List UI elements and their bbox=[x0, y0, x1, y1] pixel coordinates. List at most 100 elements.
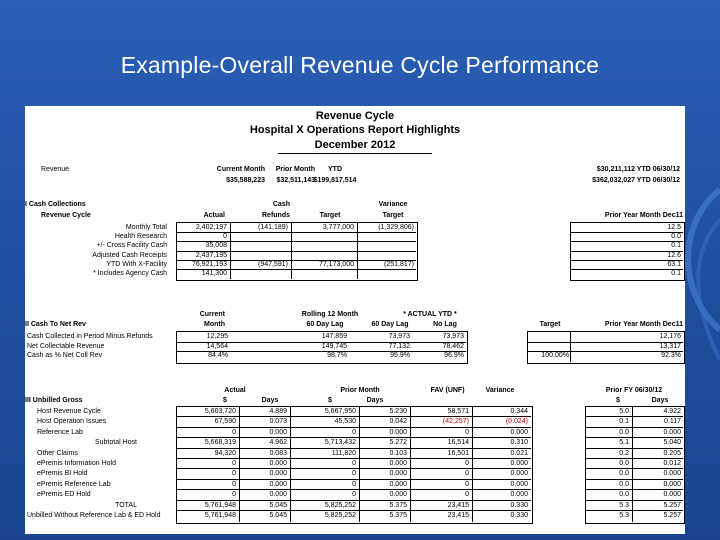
cash-row-prior: 0.0 bbox=[671, 233, 681, 241]
unbilled-row-fav: 0 bbox=[465, 460, 469, 467]
cash-net-row-nolag: 96.9% bbox=[444, 352, 464, 359]
unbilled-row-actual-amount: 5,761,948 bbox=[204, 501, 236, 509]
unbilled-row-divider bbox=[585, 478, 683, 480]
unbilled-row-actual-amount: 5,668,319 bbox=[204, 439, 236, 447]
unbilled-row-prior-amount: 5,825,252 bbox=[324, 501, 356, 509]
cash-net-head-actual-ytd: * ACTUAL YTD * bbox=[403, 311, 457, 318]
unbilled-head-fav: FAV (UNF) bbox=[430, 387, 465, 394]
cash-net-row-lag60b: 73,973 bbox=[388, 333, 410, 340]
cash-net-head-target: Target bbox=[539, 321, 561, 328]
unbilled-head-variance: Variance bbox=[485, 387, 515, 394]
cash-row-divider bbox=[176, 250, 416, 252]
unbilled-row-divider bbox=[585, 437, 683, 439]
unbilled-row-actual-amount: 0 bbox=[232, 428, 236, 436]
unbilled-row-divider bbox=[585, 447, 683, 449]
cash-net-head-lag60b: 60 Day Lag bbox=[371, 321, 409, 328]
cash-row-actual: 76,921,193 bbox=[191, 260, 227, 268]
unbilled-row-prior-days: 0.000 bbox=[389, 470, 407, 478]
unbilled-row-fav: 58,571 bbox=[447, 408, 469, 415]
unbilled-row-prior-days: 0.000 bbox=[389, 460, 407, 467]
cash-row-divider bbox=[570, 259, 683, 261]
unbilled-row-name: Subtotal Host bbox=[94, 439, 137, 447]
report-header-line-2: Hospital X Operations Report Highlights bbox=[249, 124, 461, 136]
cash-net-row-lag60a: 149,745 bbox=[321, 342, 347, 350]
cash-row-divider bbox=[570, 232, 683, 234]
cash-net-row-name: Net Collectable Revenue bbox=[27, 342, 105, 350]
revenue-label: Revenue bbox=[41, 166, 70, 173]
unbilled-row-actual-days: 5.045 bbox=[269, 512, 287, 519]
unbilled-row-name: ePremis ED Hold bbox=[37, 491, 91, 499]
cash-net-row-divider bbox=[527, 351, 683, 352]
unbilled-row-prior-amount: 5,667,950 bbox=[324, 408, 356, 415]
cash-row-actual: 0 bbox=[223, 233, 227, 241]
unbilled-row-fy-amount: 0.0 bbox=[619, 470, 629, 478]
unbilled-row-divider bbox=[176, 478, 531, 480]
cash-col-variance-head-1: Variance bbox=[378, 201, 408, 208]
cash-row-refunds: (141,189) bbox=[258, 224, 288, 231]
unbilled-row-divider bbox=[176, 489, 531, 491]
unbilled-row-divider bbox=[585, 510, 683, 511]
unbilled-row-actual-amount: 0 bbox=[232, 491, 236, 499]
decorative-swirl-graphic bbox=[685, 187, 720, 361]
unbilled-row-prior-amount: 0 bbox=[352, 460, 356, 467]
cash-row-refunds: (947,591) bbox=[258, 260, 288, 268]
cash-row-divider bbox=[176, 241, 416, 243]
unbilled-row-divider bbox=[585, 416, 683, 418]
cash-net-head-current-1: Current bbox=[199, 311, 225, 318]
cash-row-actual: 35,008 bbox=[205, 242, 227, 250]
unbilled-row-fy-amount: 0.2 bbox=[619, 449, 629, 457]
cash-col-refunds-head-2: Refunds bbox=[262, 212, 290, 219]
cash-row-target: 3,777,000 bbox=[322, 224, 354, 231]
cash-net-row-prior: 92.3% bbox=[661, 352, 681, 359]
unbilled-row-fy-days: 0.000 bbox=[663, 480, 681, 488]
unbilled-row-prior-amount: 111,820 bbox=[331, 449, 356, 457]
unbilled-row-actual-amount: 5,761,948 bbox=[204, 512, 236, 519]
unbilled-row-divider bbox=[176, 437, 531, 439]
unbilled-head-prior-days: Days bbox=[366, 397, 384, 404]
cash-net-row-current: 14,564 bbox=[206, 342, 228, 350]
unbilled-row-actual-days: 0.000 bbox=[269, 470, 287, 478]
cash-net-row-prior: 13,317 bbox=[659, 342, 681, 350]
cash-col-variance-head-2: Target bbox=[382, 212, 404, 219]
unbilled-row-prior-days: 0.042 bbox=[389, 418, 407, 426]
unbilled-head-actual: Actual bbox=[224, 387, 246, 394]
cash-row-prior: 0.1 bbox=[671, 242, 681, 250]
unbilled-row-fy-days: 0.117 bbox=[664, 418, 681, 426]
cash-row-actual: 2,402,197 bbox=[195, 224, 227, 231]
unbilled-row-prior-amount: 0 bbox=[352, 491, 356, 499]
unbilled-row-prior-days: 0.000 bbox=[389, 428, 407, 436]
unbilled-head-prior-fy: Prior FY 06/30/12 bbox=[605, 387, 663, 394]
cash-net-row-nolag: 78,462 bbox=[442, 342, 464, 350]
unbilled-row-prior-days: 0.000 bbox=[389, 491, 407, 499]
unbilled-row-actual-amount: 0 bbox=[232, 470, 236, 478]
unbilled-fy-divider bbox=[632, 406, 633, 523]
unbilled-row-variance: 0.000 bbox=[510, 480, 528, 488]
cash-net-head-prior: Prior Year Month Dec11 bbox=[604, 321, 683, 328]
report-header-line-3: December 2012 bbox=[314, 139, 396, 151]
unbilled-row-variance: 0.000 bbox=[510, 470, 528, 478]
section-2-label: II Cash To Net Rev bbox=[25, 321, 86, 328]
unbilled-row-fy-amount: 0.0 bbox=[619, 480, 629, 488]
unbilled-row-variance: (0.024) bbox=[505, 418, 528, 426]
unbilled-row-fy-days: 0.012 bbox=[663, 460, 681, 467]
unbilled-row-fav: (42,257) bbox=[442, 418, 469, 426]
cash-row-name: * Includes Agency Cash bbox=[93, 270, 167, 277]
unbilled-head-fy-days: Days bbox=[651, 397, 669, 404]
current-month-label: Current Month bbox=[216, 166, 265, 173]
cash-row-variance: (1,329,806) bbox=[378, 224, 414, 231]
cash-net-row-lag60b: 95.9% bbox=[390, 352, 410, 359]
unbilled-row-fy-amount: 0.0 bbox=[619, 491, 629, 499]
cash-net-head-nolag: No Lag bbox=[433, 321, 457, 328]
ytd-label: YTD bbox=[328, 166, 342, 173]
cash-row-target: 77,173,000 bbox=[318, 260, 354, 268]
unbilled-row-divider bbox=[176, 447, 531, 449]
cash-net-head-current-2: Month bbox=[204, 321, 225, 328]
unbilled-row-fav: 0 bbox=[465, 491, 469, 499]
cash-row-name: Monthly Total bbox=[125, 224, 167, 231]
section-1-main-box bbox=[176, 222, 418, 282]
prior-month-label: Prior Month bbox=[275, 166, 315, 173]
unbilled-col-divider bbox=[410, 406, 411, 523]
unbilled-row-actual-amount: 5,603,720 bbox=[204, 408, 236, 415]
section-3-label: III Unbilled Gross bbox=[25, 397, 83, 404]
unbilled-row-fav: 0 bbox=[465, 470, 469, 478]
